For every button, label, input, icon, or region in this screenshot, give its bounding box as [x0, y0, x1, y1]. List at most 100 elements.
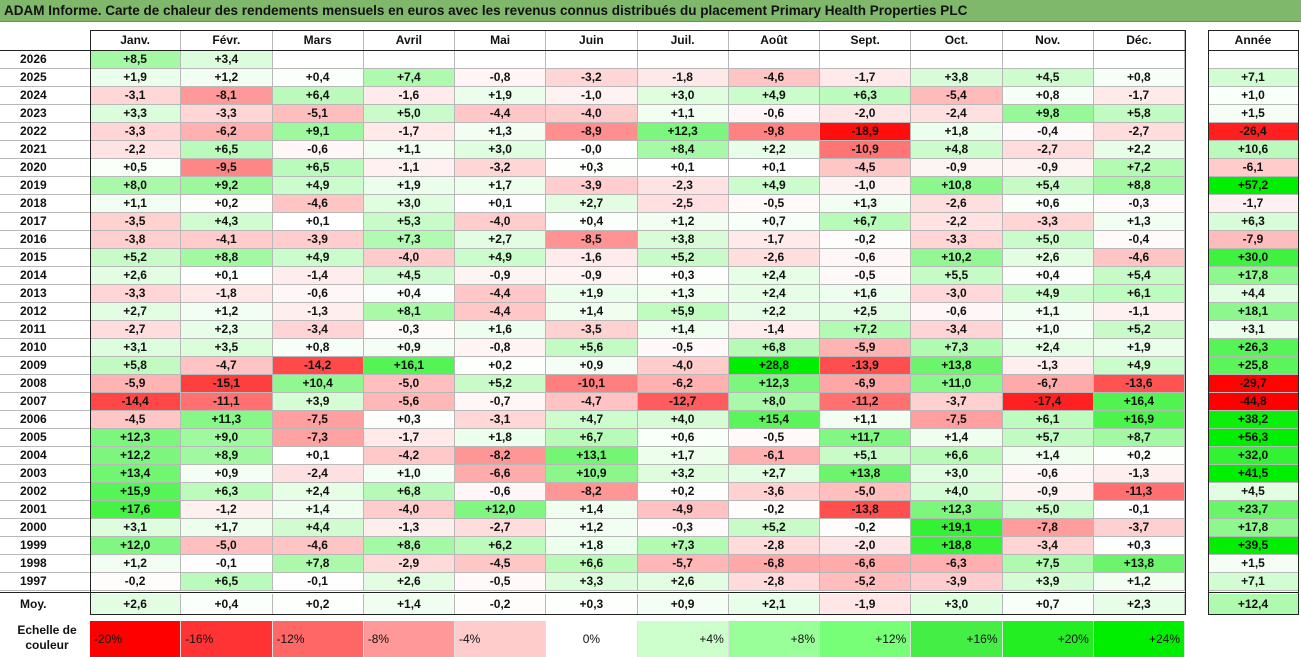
row-year-label: 2018: [0, 195, 90, 213]
heatmap-cell: -6,3: [911, 555, 1003, 573]
heatmap-cell: -0,1: [1093, 501, 1185, 519]
heatmap-cell: +0,5: [90, 159, 182, 177]
heatmap-cell: -0,5: [728, 195, 820, 213]
heatmap-cell: +4,9: [272, 249, 364, 267]
heatmap-cell: -4,2: [363, 447, 455, 465]
heatmap-cell: +0,3: [546, 159, 638, 177]
heatmap-cell: +1,8: [455, 429, 547, 447]
heatmap-cell: -15,1: [181, 375, 273, 393]
heatmap-cell: -0,6: [1002, 465, 1094, 483]
heatmap-cell: +13,1: [546, 447, 638, 465]
annual-cell: +30,0: [1208, 249, 1298, 267]
heatmap-cell: -1,4: [272, 267, 364, 285]
heatmap-cell: +1,2: [181, 69, 273, 87]
heatmap-cell: +1,0: [363, 465, 455, 483]
heatmap-cell: -3,2: [546, 69, 638, 87]
heatmap-cell: -8,9: [546, 123, 638, 141]
heatmap-cell: [820, 51, 912, 69]
heatmap-cell: +4,9: [455, 249, 547, 267]
heatmap-cell: +4,0: [637, 411, 729, 429]
heatmap-cell: +5,0: [1002, 501, 1094, 519]
legend-swatch: -8%: [363, 621, 455, 657]
heatmap-cell: -2,2: [90, 141, 182, 159]
heatmap-cell: +1,1: [1002, 303, 1094, 321]
heatmap-cell: +8,1: [363, 303, 455, 321]
heatmap-cell: +5,2: [1093, 321, 1185, 339]
heatmap-cell: +8,6: [363, 537, 455, 555]
heatmap-cell: [1002, 51, 1094, 69]
annual-cell: +4,4: [1208, 285, 1298, 303]
column-header-annual: Année: [1208, 30, 1298, 50]
row-year-label: 2009: [0, 357, 90, 375]
heatmap-cell: -3,9: [272, 231, 364, 249]
heatmap-cell: +6,6: [546, 555, 638, 573]
column-header: Juil.: [637, 30, 729, 50]
heatmap-cell: +1,2: [1093, 573, 1185, 591]
heatmap-cell: +10,8: [911, 177, 1003, 195]
heatmap-cell: -1,3: [363, 519, 455, 537]
heatmap-cell: +0,3: [637, 267, 729, 285]
heatmap-cell: -1,2: [181, 501, 273, 519]
heatmap-cell: -4,7: [181, 357, 273, 375]
heatmap-cell: -4,5: [455, 555, 547, 573]
header-divider-annual: [1208, 50, 1298, 51]
heatmap-cell: -2,8: [728, 573, 820, 591]
heatmap-cell: +3,0: [637, 87, 729, 105]
heatmap-cell: +16,4: [1093, 393, 1185, 411]
heatmap-cell: -4,9: [637, 501, 729, 519]
annual-cell: -26,4: [1208, 123, 1298, 141]
heatmap-cell: -3,1: [90, 87, 182, 105]
heatmap-cell: -2,6: [911, 195, 1003, 213]
heatmap-cell: +6,3: [181, 483, 273, 501]
heatmap-cell: -3,3: [1002, 213, 1094, 231]
heatmap-cell: -4,0: [637, 357, 729, 375]
heatmap-cell: [272, 51, 364, 69]
legend-swatch: -20%: [90, 621, 182, 657]
heatmap-cell: -0,3: [363, 321, 455, 339]
annual-cell: +1,5: [1208, 555, 1298, 573]
annual-cell: +32,0: [1208, 447, 1298, 465]
heatmap-cell: +12,3: [90, 429, 182, 447]
heatmap-cell: -0,2: [820, 231, 912, 249]
heatmap-cell: +12,3: [637, 123, 729, 141]
heatmap-cell: -5,1: [272, 105, 364, 123]
heatmap-cell: -2,2: [911, 213, 1003, 231]
heatmap-cell: +1,6: [820, 285, 912, 303]
heatmap-cell: +8,4: [637, 141, 729, 159]
legend-swatch: +4%: [637, 621, 729, 657]
heatmap-cell: +3,9: [272, 393, 364, 411]
heatmap-cell: +13,8: [1093, 555, 1185, 573]
row-year-label: 2020: [0, 159, 90, 177]
heatmap-cell: -0,8: [455, 339, 547, 357]
heatmap-cell: -0,3: [637, 519, 729, 537]
average-cell: +0,4: [181, 594, 273, 615]
heatmap-cell: +0,1: [728, 159, 820, 177]
column-header: Août: [728, 30, 820, 50]
heatmap-cell: -8,2: [546, 483, 638, 501]
heatmap-cell: -0,5: [455, 573, 547, 591]
legend-swatch: +16%: [911, 621, 1003, 657]
heatmap-cell: +1,9: [546, 285, 638, 303]
column-header: Juin: [546, 30, 638, 50]
heatmap-cell: +5,2: [637, 249, 729, 267]
heatmap-cell: -4,0: [455, 213, 547, 231]
heatmap-cell: +9,0: [181, 429, 273, 447]
row-year-label: 2000: [0, 519, 90, 537]
heatmap-cell: -4,4: [455, 105, 547, 123]
heatmap-cell: +1,4: [1002, 447, 1094, 465]
column-header: Sept.: [820, 30, 912, 50]
heatmap-cell: +10,2: [911, 249, 1003, 267]
heatmap-cell: -4,6: [272, 195, 364, 213]
heatmap-cell: +1,1: [637, 105, 729, 123]
heatmap-cell: -0,3: [1093, 195, 1185, 213]
heatmap-cell: +1,4: [546, 501, 638, 519]
heatmap-cell: +1,2: [546, 519, 638, 537]
heatmap-cell: -5,6: [363, 393, 455, 411]
heatmap-cell: +3,4: [181, 51, 273, 69]
heatmap-cell: -13,6: [1093, 375, 1185, 393]
heatmap-cell: -4,4: [455, 285, 547, 303]
heatmap-cell: +2,7: [90, 303, 182, 321]
heatmap-cell: +5,4: [1002, 177, 1094, 195]
legend-swatch: -12%: [272, 621, 364, 657]
